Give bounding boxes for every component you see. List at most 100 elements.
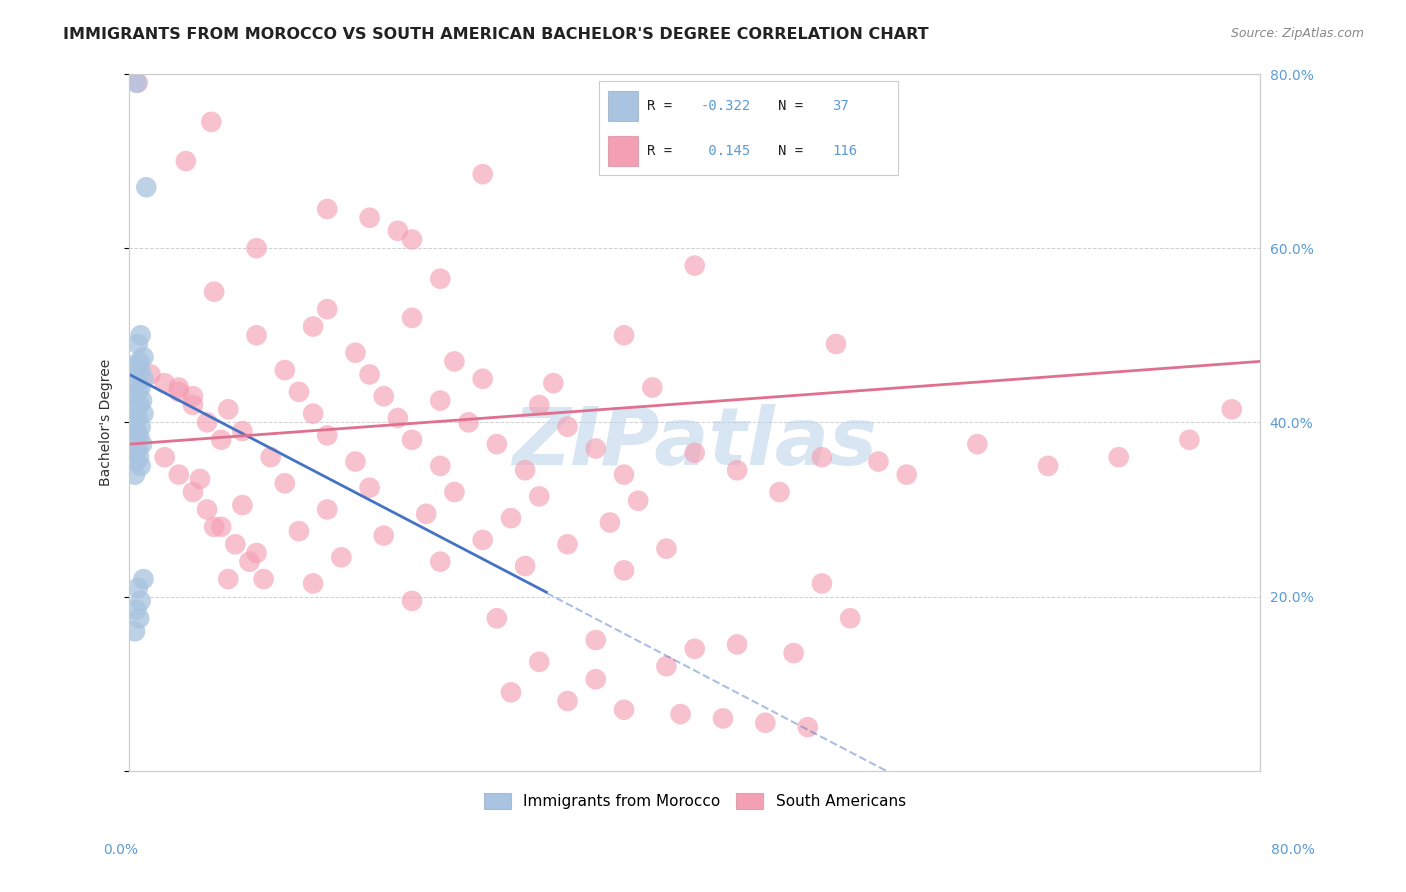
Point — [711, 711, 734, 725]
Point — [129, 328, 152, 343]
Point — [129, 380, 152, 394]
Point — [316, 502, 339, 516]
Point — [316, 302, 339, 317]
Point — [125, 76, 148, 90]
Point — [231, 498, 253, 512]
Point — [132, 350, 155, 364]
Point — [499, 511, 522, 525]
Point — [754, 715, 776, 730]
Point — [811, 450, 834, 465]
Point — [131, 437, 153, 451]
Point — [613, 467, 636, 482]
Point — [209, 520, 232, 534]
Point — [797, 720, 820, 734]
Point — [288, 524, 311, 539]
Point — [139, 368, 162, 382]
Point — [401, 594, 423, 608]
Point — [627, 493, 650, 508]
Text: IMMIGRANTS FROM MOROCCO VS SOUTH AMERICAN BACHELOR'S DEGREE CORRELATION CHART: IMMIGRANTS FROM MOROCCO VS SOUTH AMERICA… — [63, 27, 929, 42]
Point — [359, 211, 381, 225]
Point — [373, 528, 395, 542]
Point — [153, 450, 176, 465]
Point — [641, 380, 664, 394]
Text: 80.0%: 80.0% — [1271, 843, 1315, 857]
Point — [782, 646, 804, 660]
Point — [274, 476, 297, 491]
Point — [153, 376, 176, 391]
Point — [429, 458, 451, 473]
Point — [302, 576, 325, 591]
Point — [471, 167, 494, 181]
Point — [135, 180, 157, 194]
Point — [373, 389, 395, 403]
Point — [124, 624, 146, 639]
Point — [1036, 458, 1059, 473]
Point — [585, 633, 607, 648]
Point — [669, 707, 692, 722]
Point — [344, 454, 367, 468]
Point — [181, 485, 204, 500]
Point — [499, 685, 522, 699]
Point — [585, 672, 607, 686]
Point — [316, 202, 339, 216]
Point — [125, 424, 148, 438]
Point — [613, 328, 636, 343]
Point — [683, 641, 706, 656]
Point — [125, 402, 148, 417]
Point — [868, 454, 890, 468]
Point — [683, 259, 706, 273]
Point — [529, 398, 551, 412]
Point — [132, 407, 155, 421]
Point — [124, 415, 146, 429]
Point — [127, 368, 149, 382]
Point — [557, 537, 579, 551]
Point — [127, 581, 149, 595]
Legend: Immigrants from Morocco, South Americans: Immigrants from Morocco, South Americans — [478, 787, 912, 815]
Point — [217, 402, 239, 417]
Point — [238, 555, 260, 569]
Point — [195, 502, 218, 516]
Point — [129, 594, 152, 608]
Point — [1108, 450, 1130, 465]
Point — [124, 467, 146, 482]
Point — [132, 572, 155, 586]
Point — [387, 224, 409, 238]
Point — [128, 354, 150, 368]
Text: Source: ZipAtlas.com: Source: ZipAtlas.com — [1230, 27, 1364, 40]
Point — [683, 446, 706, 460]
Point — [129, 363, 152, 377]
Point — [245, 241, 267, 255]
Point — [195, 415, 218, 429]
Point — [387, 411, 409, 425]
Point — [401, 310, 423, 325]
Point — [128, 428, 150, 442]
Point — [330, 550, 353, 565]
Point — [471, 533, 494, 547]
Point — [260, 450, 283, 465]
Point — [429, 555, 451, 569]
Point — [125, 454, 148, 468]
Point — [129, 458, 152, 473]
Point — [966, 437, 988, 451]
Point — [274, 363, 297, 377]
Point — [359, 481, 381, 495]
Point — [127, 384, 149, 399]
Point — [125, 376, 148, 391]
Point — [471, 372, 494, 386]
Point — [513, 559, 536, 574]
Point — [1178, 433, 1201, 447]
Point — [200, 115, 222, 129]
Point — [127, 411, 149, 425]
Point — [825, 337, 848, 351]
Point — [839, 611, 862, 625]
Point — [124, 433, 146, 447]
Point — [725, 463, 748, 477]
Point — [224, 537, 246, 551]
Point — [613, 703, 636, 717]
Point — [217, 572, 239, 586]
Point — [725, 637, 748, 651]
Point — [231, 424, 253, 438]
Point — [124, 446, 146, 460]
Point — [127, 337, 149, 351]
Point — [188, 472, 211, 486]
